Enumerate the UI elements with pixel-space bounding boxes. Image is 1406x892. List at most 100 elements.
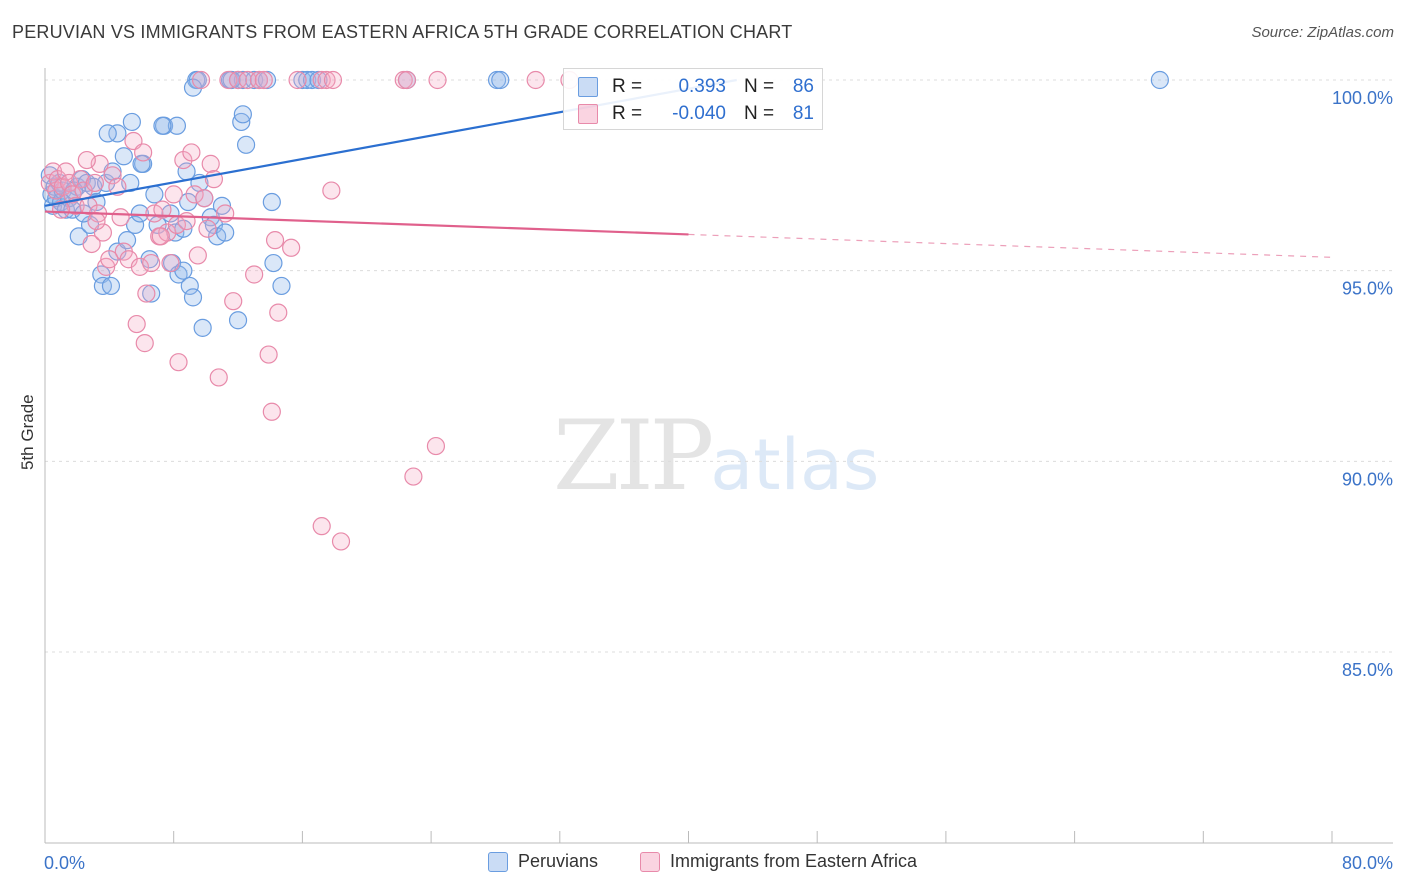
peruvian-point xyxy=(125,215,145,235)
immigrant-point xyxy=(249,70,269,90)
stats-row-peruvians: R = 0.393 N = 86 xyxy=(578,74,814,100)
immigrant-point xyxy=(198,219,217,238)
peruvian-point xyxy=(193,318,212,337)
immigrant-point xyxy=(209,368,228,387)
peruvian-point xyxy=(272,276,291,296)
immigrant-point xyxy=(323,70,343,90)
peruvian-point xyxy=(262,192,281,212)
immigrant-point xyxy=(82,234,101,254)
immigrant-point xyxy=(322,181,341,200)
legend-item-immigrants[interactable]: Immigrants from Eastern Africa xyxy=(640,851,917,872)
peruvian-point xyxy=(153,116,172,135)
immigrant-point xyxy=(397,70,417,90)
r-label: R = xyxy=(612,76,643,97)
legend-label: Peruvians xyxy=(518,851,599,871)
n-value: 86 xyxy=(792,76,814,97)
immigrant-point xyxy=(127,314,146,334)
immigrant-point xyxy=(87,211,106,231)
chart-title: PERUVIAN VS IMMIGRANTS FROM EASTERN AFRI… xyxy=(12,22,793,42)
legend-swatch-blue xyxy=(488,851,508,872)
immigrant-point xyxy=(164,185,183,204)
legend-label: Immigrants from Eastern Africa xyxy=(670,851,918,871)
immigrant-point xyxy=(182,143,201,162)
y-tick-label: 85.0% xyxy=(1342,660,1393,680)
immigrant-point xyxy=(71,170,90,189)
source-label: Source: ZipAtlas.com xyxy=(1251,24,1394,41)
peruvian-point xyxy=(491,70,510,90)
peruvian-point xyxy=(122,112,141,132)
r-value: 0.393 xyxy=(678,76,726,97)
peruvian-point xyxy=(236,135,256,154)
legend-item-peruvians[interactable]: Peruvians xyxy=(488,851,598,872)
peruvian-point xyxy=(216,223,235,242)
immigrant-point xyxy=(224,292,243,311)
r-value: -0.040 xyxy=(672,103,726,124)
n-value: 81 xyxy=(792,103,814,124)
stats-legend: R = 0.393 N = 86 R = -0.040 N = 81 xyxy=(563,68,823,130)
peruvian-point xyxy=(114,147,133,166)
immigrant-point xyxy=(216,204,235,223)
immigrant-point xyxy=(245,265,264,284)
immigrant-point xyxy=(153,200,172,219)
trend-line xyxy=(44,210,689,236)
immigrant-point xyxy=(331,532,351,551)
immigrant-point xyxy=(265,231,285,250)
immigrant-point xyxy=(269,303,288,322)
peruvian-point xyxy=(145,185,164,204)
peruvian-point xyxy=(228,311,248,330)
immigrant-point xyxy=(103,166,122,185)
y-tick-label: 100.0% xyxy=(1332,88,1393,108)
immigrant-point xyxy=(135,334,154,353)
x-tick-label: 0.0% xyxy=(44,853,85,873)
immigrant-point xyxy=(161,253,180,273)
immigrant-point xyxy=(169,353,188,372)
y-tick-label: 90.0% xyxy=(1342,469,1393,489)
immigrant-point xyxy=(111,208,130,227)
peruvian-point xyxy=(232,112,251,132)
stats-row-immigrants: R = -0.040 N = 81 xyxy=(578,101,814,127)
immigrant-point xyxy=(191,70,211,90)
immigrants-swatch xyxy=(578,104,598,124)
peruvian-point xyxy=(132,154,151,173)
peruvian-point xyxy=(245,70,264,90)
immigrant-point xyxy=(404,467,423,486)
immigrant-point xyxy=(195,189,214,208)
immigrant-point xyxy=(151,227,170,246)
immigrant-point xyxy=(262,402,281,421)
legend-swatch-pink xyxy=(640,851,660,872)
immigrant-point xyxy=(137,284,156,303)
immigrant-point xyxy=(228,70,248,90)
immigrant-point xyxy=(134,143,153,162)
immigrant-point xyxy=(100,250,119,269)
y-tick-label: 95.0% xyxy=(1342,279,1393,299)
immigrant-point xyxy=(282,238,301,257)
peruvian-point xyxy=(101,276,121,296)
immigrant-point xyxy=(63,185,82,204)
peruvian-point xyxy=(233,105,252,124)
peruvian-point xyxy=(264,253,283,273)
immigrant-point xyxy=(526,70,545,90)
peruvian-point xyxy=(108,124,127,143)
peruvian-point xyxy=(183,288,203,307)
immigrant-point xyxy=(254,70,273,90)
immigrant-point xyxy=(51,200,71,219)
peruvians-swatch xyxy=(578,77,598,97)
immigrant-point xyxy=(201,154,220,173)
immigrant-point xyxy=(85,173,104,193)
immigrant-point xyxy=(259,345,278,364)
n-label: N = xyxy=(744,103,775,124)
trend-line-dashed xyxy=(688,233,1333,258)
peruvian-point xyxy=(142,284,161,303)
x-tick-label: 80.0% xyxy=(1342,853,1393,873)
watermark: ZIPatlas xyxy=(553,400,879,512)
immigrant-point xyxy=(428,70,447,90)
n-label: N = xyxy=(744,76,775,97)
immigrant-point xyxy=(317,70,336,90)
immigrant-point xyxy=(426,436,446,456)
watermark-atlas: atlas xyxy=(710,424,880,506)
peruvian-point xyxy=(98,124,117,143)
peruvian-point xyxy=(180,276,199,296)
immigrant-point xyxy=(288,70,307,90)
peruvian-point xyxy=(1150,70,1169,90)
